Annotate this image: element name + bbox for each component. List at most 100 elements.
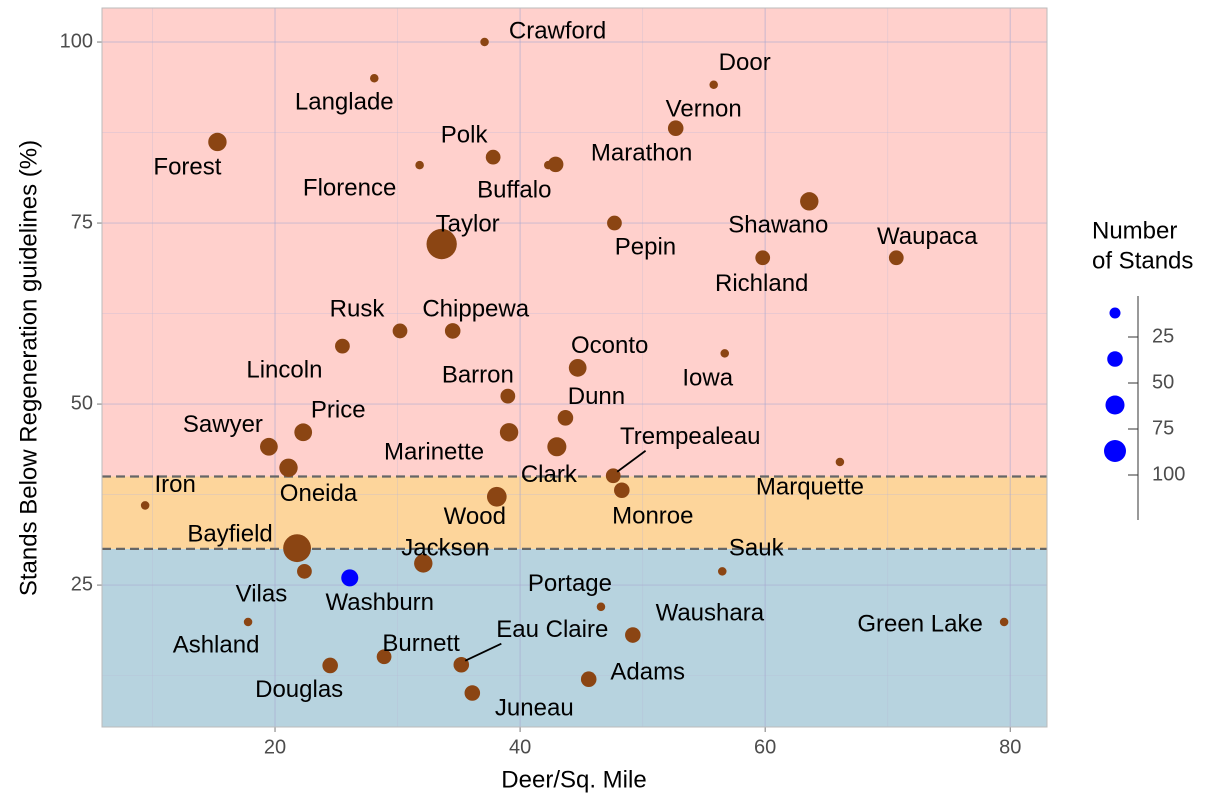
point-label: Adams [610, 659, 685, 686]
point [294, 423, 313, 442]
point-label: Burnett [382, 630, 460, 657]
point [370, 73, 379, 83]
point-label: Eau Claire [496, 616, 608, 643]
point [667, 120, 684, 136]
point [208, 132, 227, 152]
y-tick-label: 25 [71, 573, 93, 595]
point [580, 671, 597, 687]
point-label: Portage [528, 570, 612, 597]
point [500, 388, 516, 404]
point [800, 192, 819, 211]
point-label: Lincoln [246, 356, 322, 383]
point [480, 37, 489, 47]
point-label: Green Lake [857, 610, 982, 637]
point [283, 534, 311, 563]
point [453, 656, 470, 673]
point-label: Crawford [509, 17, 606, 44]
y-axis-title: Stands Below Regeneration guidelines (%) [15, 140, 42, 596]
point-label: Vilas [236, 581, 288, 608]
point-label: Marinette [384, 439, 484, 466]
x-tick-label: 40 [509, 736, 531, 758]
point-label: Taylor [436, 210, 500, 237]
point [547, 437, 567, 457]
legend-label: 25 [1152, 325, 1174, 347]
point-label: Jackson [401, 535, 489, 562]
point-label: Florence [303, 174, 396, 201]
point-label: Bayfield [187, 520, 272, 547]
point [718, 567, 727, 576]
point-label: Monroe [612, 503, 693, 530]
point [568, 358, 587, 377]
point-label: Door [719, 49, 771, 76]
point-label: Trempealeau [620, 423, 761, 450]
leader-line [464, 642, 502, 662]
point [485, 149, 501, 165]
legend-title: of Stands [1092, 247, 1193, 274]
band [102, 548, 1047, 727]
point [888, 250, 904, 266]
point-label: Marquette [756, 473, 864, 500]
point-label: Vernon [666, 96, 742, 123]
x-axis-title: Deer/Sq. Mile [501, 766, 646, 793]
y-tick-label: 100 [60, 30, 93, 52]
point [279, 458, 298, 477]
point-label: Shawano [728, 212, 828, 239]
point-label: Wood [444, 503, 506, 530]
legend-key [1104, 440, 1126, 462]
band [102, 8, 1047, 477]
point-label: Juneau [495, 694, 574, 721]
point [414, 554, 433, 573]
legend-key [1107, 351, 1123, 367]
point-label: Polk [441, 122, 489, 149]
point [625, 627, 641, 643]
point [392, 323, 408, 339]
point [341, 569, 359, 587]
point-label: Washburn [326, 589, 435, 616]
point [335, 338, 350, 354]
point [999, 617, 1009, 627]
point-label: Chippewa [422, 295, 529, 322]
legend-key [1105, 395, 1125, 415]
point [444, 323, 461, 339]
point [614, 482, 630, 499]
plot-border [101, 7, 1048, 728]
point [297, 563, 312, 579]
point-label: Langlade [295, 89, 394, 116]
point [140, 501, 150, 510]
point [376, 649, 392, 665]
point-label: Iron [154, 471, 195, 498]
point [720, 349, 729, 358]
legend-label: 75 [1152, 417, 1174, 439]
point [260, 437, 278, 456]
point-label: Waushara [656, 599, 765, 626]
point-label: Price [311, 397, 366, 424]
point [415, 160, 424, 170]
y-tick-label: 75 [71, 211, 93, 233]
point [835, 457, 845, 467]
point-label: Marathon [591, 140, 692, 167]
legend-key [1109, 307, 1121, 319]
band [102, 476, 1047, 549]
legend-label: 50 [1152, 371, 1174, 393]
point-label: Waupaca [877, 223, 978, 250]
y-tick-label: 50 [71, 392, 93, 414]
point [499, 423, 519, 442]
x-tick-label: 80 [999, 736, 1021, 758]
point-label: Clark [521, 461, 578, 488]
legend-label: 100 [1152, 463, 1185, 485]
point-label: Forest [153, 153, 221, 180]
legend-title: Number [1092, 217, 1177, 244]
point-label: Dunn [568, 383, 625, 410]
point [243, 617, 253, 627]
x-tick-label: 60 [754, 736, 776, 758]
point-label: Buffalo [477, 176, 551, 203]
point-label: Sawyer [183, 411, 263, 438]
point-label: Pepin [615, 233, 676, 260]
point-label: Richland [715, 270, 808, 297]
point [464, 685, 481, 701]
point-label: Iowa [682, 365, 733, 392]
point [596, 602, 606, 612]
point [486, 486, 507, 507]
